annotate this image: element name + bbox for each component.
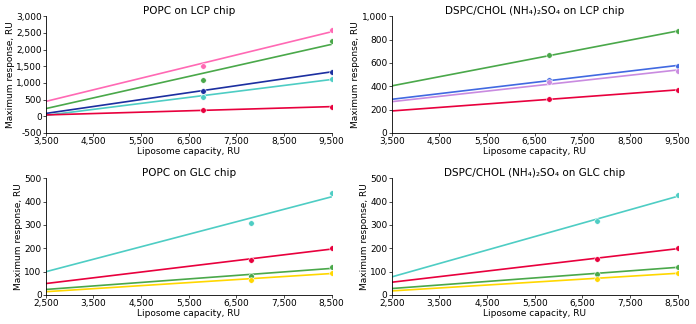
X-axis label: Liposome capacity, RU: Liposome capacity, RU [137, 147, 240, 156]
Y-axis label: Maximum response, RU: Maximum response, RU [14, 183, 23, 290]
Y-axis label: Maximum response, RU: Maximum response, RU [351, 21, 361, 128]
Y-axis label: Maximum response, RU: Maximum response, RU [6, 21, 15, 128]
Title: POPC on LCP chip: POPC on LCP chip [143, 6, 235, 16]
X-axis label: Liposome capacity, RU: Liposome capacity, RU [137, 309, 240, 318]
Title: POPC on GLC chip: POPC on GLC chip [142, 168, 236, 178]
Title: DSPC/CHOL (NH₄)₂SO₄ on LCP chip: DSPC/CHOL (NH₄)₂SO₄ on LCP chip [445, 6, 624, 16]
X-axis label: Liposome capacity, RU: Liposome capacity, RU [483, 309, 586, 318]
Title: DSPC/CHOL (NH₄)₂SO₄ on GLC chip: DSPC/CHOL (NH₄)₂SO₄ on GLC chip [444, 168, 625, 178]
Y-axis label: Maximum response, RU: Maximum response, RU [360, 183, 369, 290]
X-axis label: Liposome capacity, RU: Liposome capacity, RU [483, 147, 586, 156]
